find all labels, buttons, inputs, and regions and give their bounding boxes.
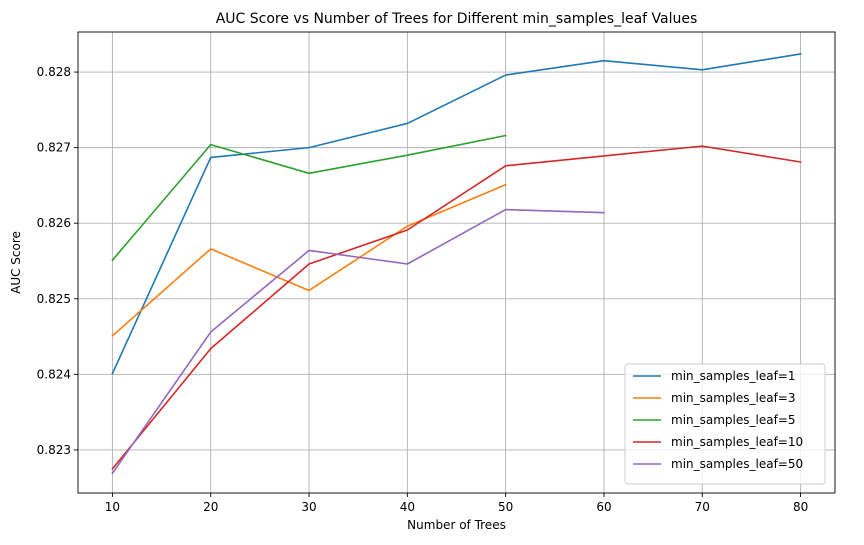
legend-label: min_samples_leaf=5: [671, 413, 796, 427]
series-line: [111, 208, 605, 475]
x-axis-ticks: 10 20 30 40 50 60 70 80: [105, 493, 808, 514]
series-line: [111, 53, 802, 375]
x-axis-title: Number of Trees: [407, 518, 506, 532]
y-tick-label: 0.825: [37, 292, 71, 306]
legend-label: min_samples_leaf=3: [671, 391, 796, 405]
y-tick-label: 0.826: [37, 216, 71, 230]
series-lines: [111, 53, 802, 475]
x-tick-label: 50: [498, 500, 513, 514]
y-axis-title: AUC Score: [9, 231, 23, 294]
legend-label: min_samples_leaf=50: [671, 457, 803, 471]
x-tick-label: 20: [203, 500, 218, 514]
legend-label: min_samples_leaf=10: [671, 435, 803, 449]
y-tick-label: 0.828: [37, 65, 71, 79]
series-line: [111, 145, 802, 470]
chart-title: AUC Score vs Number of Trees for Differe…: [216, 11, 698, 27]
x-tick-label: 60: [596, 500, 611, 514]
y-tick-label: 0.824: [37, 367, 71, 381]
plot-frame: [77, 31, 836, 494]
x-tick-label: 10: [105, 500, 120, 514]
series-line: [111, 183, 507, 337]
x-tick-label: 80: [793, 500, 808, 514]
x-tick-label: 30: [301, 500, 316, 514]
legend: min_samples_leaf=1 min_samples_leaf=3 min_…: [624, 363, 826, 485]
x-tick-label: 40: [400, 500, 415, 514]
legend-box: [624, 363, 826, 485]
y-axis-ticks: 0.823 0.824 0.825 0.826 0.827 0.828: [37, 65, 78, 457]
y-tick-label: 0.827: [37, 141, 71, 155]
x-tick-label: 70: [695, 500, 710, 514]
legend-label: min_samples_leaf=1: [671, 369, 796, 383]
series-line: [111, 134, 507, 262]
y-tick-label: 0.823: [37, 443, 71, 457]
